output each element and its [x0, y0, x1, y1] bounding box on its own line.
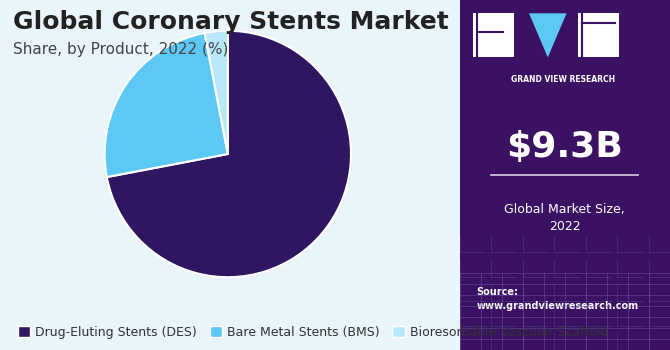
Text: $9.3B: $9.3B — [507, 130, 623, 164]
Bar — [473, 13, 514, 57]
Wedge shape — [107, 31, 351, 277]
Text: Source:
www.grandviewresearch.com: Source: www.grandviewresearch.com — [476, 287, 639, 311]
FancyBboxPatch shape — [397, 0, 670, 350]
Text: GRAND VIEW RESEARCH: GRAND VIEW RESEARCH — [511, 75, 615, 84]
Polygon shape — [529, 13, 567, 57]
Text: Global Market Size,
2022: Global Market Size, 2022 — [505, 203, 625, 233]
Legend: Drug-Eluting Stents (DES), Bare Metal Stents (BMS), Bioresorbable Vascular Scaff: Drug-Eluting Stents (DES), Bare Metal St… — [13, 321, 613, 344]
Text: Share, by Product, 2022 (%): Share, by Product, 2022 (%) — [13, 42, 228, 57]
Text: Global Coronary Stents Market: Global Coronary Stents Market — [13, 10, 449, 35]
Wedge shape — [105, 33, 228, 177]
Bar — [578, 13, 619, 57]
Wedge shape — [205, 31, 228, 154]
